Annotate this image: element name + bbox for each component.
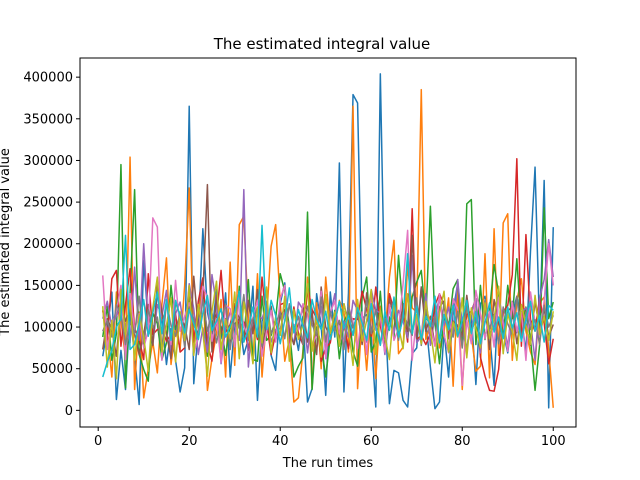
x-tick-label: 60	[363, 434, 380, 449]
y-axis-label: The estimated integral value	[0, 148, 13, 337]
plot-area	[79, 57, 577, 428]
y-tick-label: 50000	[32, 362, 73, 377]
y-tick-label: 300000	[23, 154, 73, 169]
y-tick-label: 100000	[23, 321, 73, 336]
x-tick-label: 0	[94, 434, 102, 449]
series-line-10	[102, 224, 554, 378]
y-tick-label: 350000	[23, 112, 73, 127]
x-axis: 0 20 40 60 80 100	[94, 427, 566, 449]
x-tick-label: 80	[454, 434, 471, 449]
chart-title: The estimated integral value	[213, 35, 431, 53]
series-layer	[102, 73, 554, 410]
y-tick-label: 250000	[23, 196, 73, 211]
axes-frame	[79, 57, 577, 428]
y-tick-label: 0	[65, 404, 73, 419]
x-axis-label: The run times	[282, 456, 374, 471]
x-tick-label: 40	[272, 434, 289, 449]
y-tick-label: 400000	[23, 71, 73, 86]
series-line-9	[102, 276, 554, 380]
x-tick-label: 100	[541, 434, 566, 449]
x-tick-label: 20	[181, 434, 198, 449]
y-tick-label: 150000	[23, 279, 73, 294]
y-tick-label: 200000	[23, 237, 73, 252]
series-line-1	[102, 73, 554, 410]
y-axis: 0 50000 100000 150000 200000 250000 300000 3500…	[23, 71, 80, 419]
